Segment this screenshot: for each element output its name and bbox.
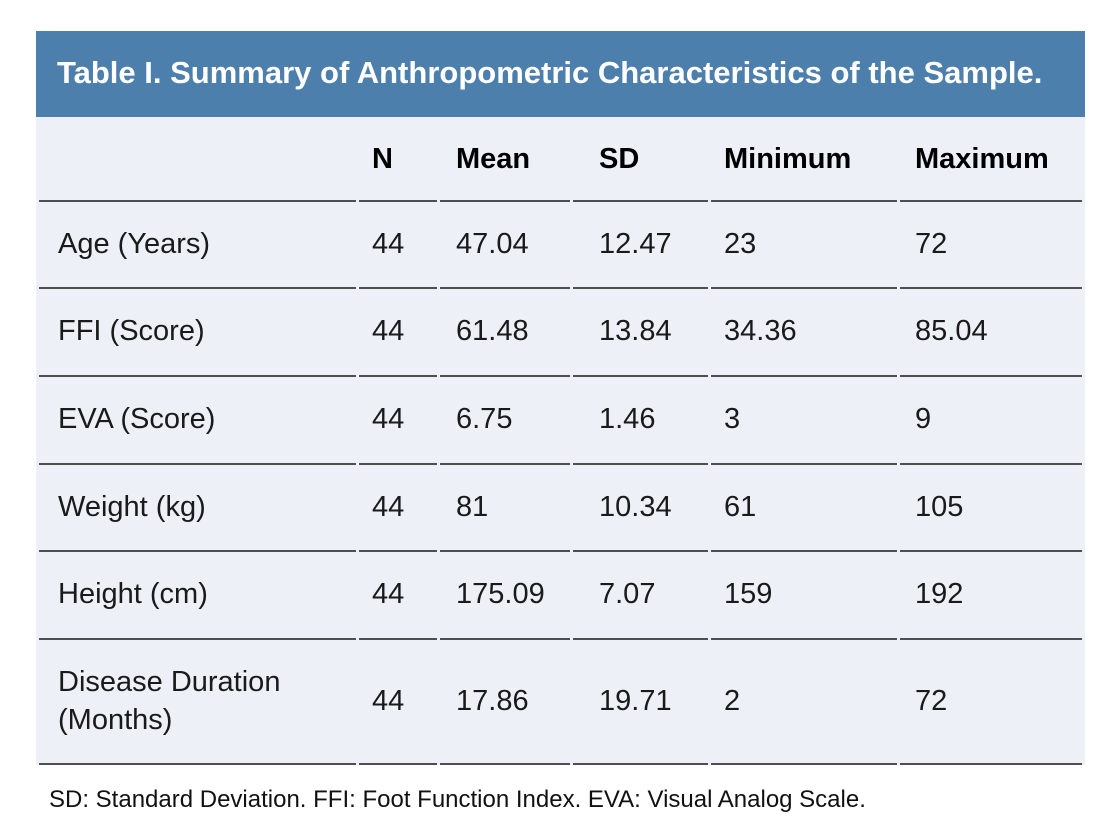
cell-n: 44	[359, 377, 437, 465]
column-header-mean: Mean	[440, 116, 570, 202]
row-label: Weight (kg)	[39, 464, 356, 553]
cell-max: 105	[900, 464, 1082, 553]
table-row-weight: Weight (kg) 44 81 10.34 61 105	[39, 464, 1082, 553]
column-header-n: N	[359, 116, 437, 202]
cell-min: 34.36	[711, 289, 897, 378]
cell-max: 72	[900, 201, 1082, 290]
table-footnote: SD: Standard Deviation. FFI: Foot Functi…	[36, 765, 1085, 815]
cell-mean: 81	[440, 464, 570, 553]
cell-mean: 47.04	[440, 201, 570, 290]
cell-min: 23	[711, 201, 897, 290]
row-label: FFI (Score)	[39, 289, 356, 378]
cell-min: 3	[711, 377, 897, 465]
cell-n: 44	[359, 201, 437, 290]
cell-sd: 1.46	[573, 377, 708, 465]
cell-sd: 13.84	[573, 289, 708, 378]
table-row-age: Age (Years) 44 47.04 12.47 23 72	[39, 201, 1082, 290]
cell-n: 44	[359, 640, 437, 766]
cell-n: 44	[359, 289, 437, 378]
cell-min: 2	[711, 640, 897, 766]
column-header-minimum: Minimum	[711, 116, 897, 202]
cell-sd: 10.34	[573, 464, 708, 553]
column-header-maximum: Maximum	[900, 116, 1082, 202]
table-figure: Table I. Summary of Anthropometric Chara…	[36, 31, 1085, 815]
row-label: EVA (Score)	[39, 377, 356, 465]
cell-min: 159	[711, 552, 897, 641]
cell-mean: 6.75	[440, 377, 570, 465]
cell-n: 44	[359, 464, 437, 553]
cell-mean: 61.48	[440, 289, 570, 378]
column-header-blank	[39, 116, 356, 202]
cell-max: 9	[900, 377, 1082, 465]
row-label: Disease Duration (Months)	[39, 640, 356, 766]
row-label: Height (cm)	[39, 552, 356, 641]
cell-mean: 175.09	[440, 552, 570, 641]
table-row-disease-duration: Disease Duration (Months) 44 17.86 19.71…	[39, 640, 1082, 766]
column-header-sd: SD	[573, 116, 708, 202]
cell-sd: 12.47	[573, 201, 708, 290]
row-label: Age (Years)	[39, 201, 356, 290]
table-row-height: Height (cm) 44 175.09 7.07 159 192	[39, 552, 1082, 641]
cell-max: 192	[900, 552, 1082, 641]
cell-n: 44	[359, 552, 437, 641]
cell-max: 85.04	[900, 289, 1082, 378]
cell-max: 72	[900, 640, 1082, 766]
cell-sd: 19.71	[573, 640, 708, 766]
table-title: Table I. Summary of Anthropometric Chara…	[36, 31, 1085, 117]
cell-sd: 7.07	[573, 552, 708, 641]
table-row-eva: EVA (Score) 44 6.75 1.46 3 9	[39, 377, 1082, 465]
header-row: N Mean SD Minimum Maximum	[39, 116, 1082, 202]
cell-mean: 17.86	[440, 640, 570, 766]
summary-table: N Mean SD Minimum Maximum Age (Years) 44…	[36, 116, 1085, 766]
cell-min: 61	[711, 464, 897, 553]
table-row-ffi: FFI (Score) 44 61.48 13.84 34.36 85.04	[39, 289, 1082, 378]
